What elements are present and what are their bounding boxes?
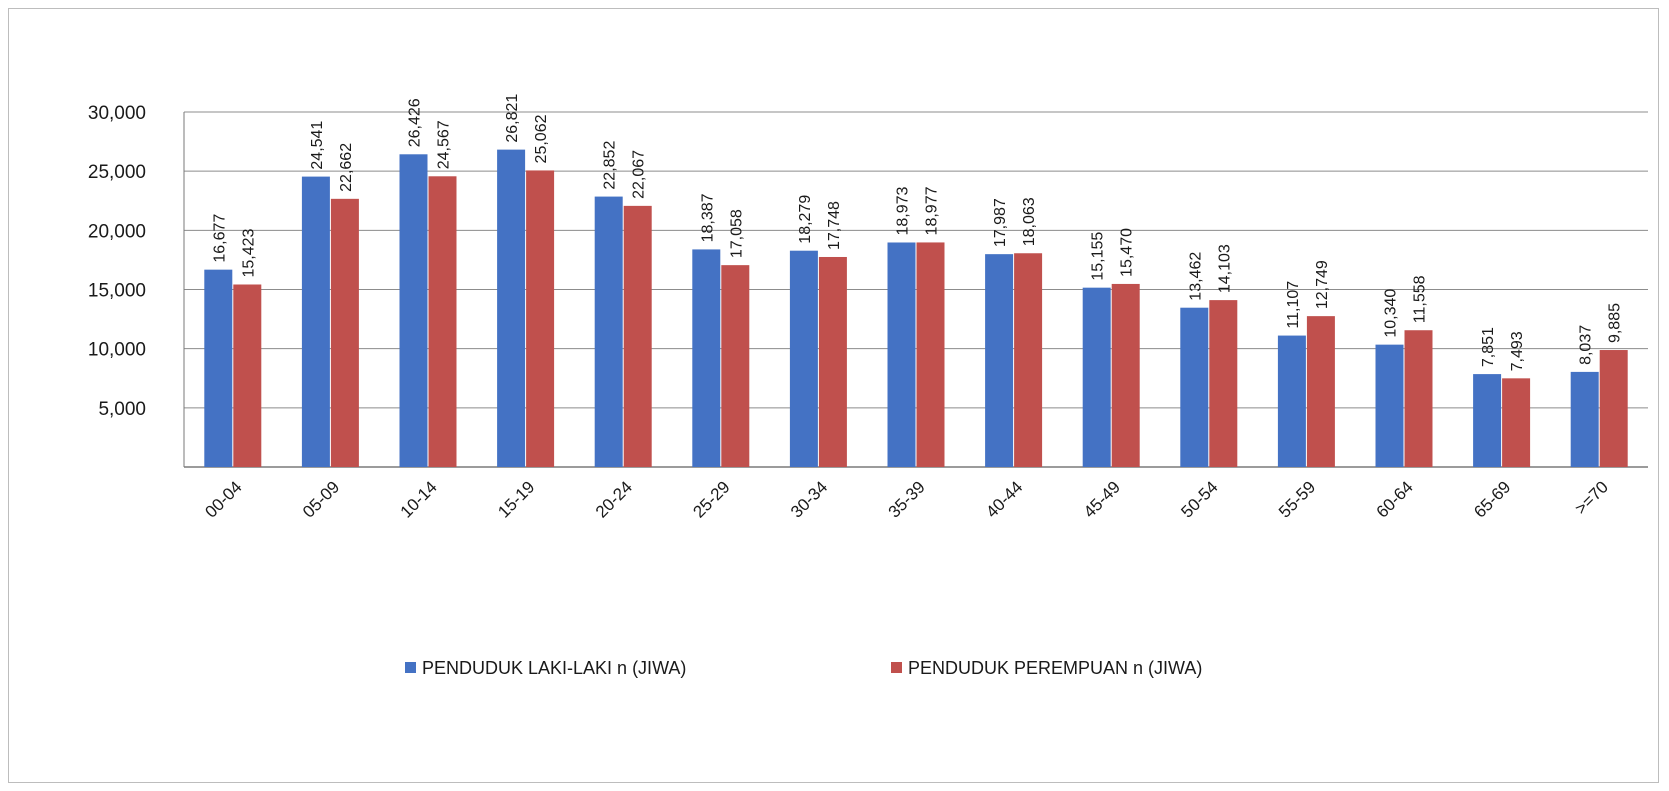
data-label-male: 18,973 [895,186,912,235]
bar-male [692,249,721,467]
bar-male [594,196,623,468]
data-label-female: 14,103 [1216,244,1233,293]
category-label: 20-24 [592,477,636,521]
bar-female [1014,253,1043,467]
category-label: 15-19 [494,477,538,521]
data-label-male: 8,037 [1578,325,1595,365]
legend-swatch-male [405,662,416,673]
legend: PENDUDUK LAKI-LAKI n (JIWA) PENDUDUK PER… [405,658,1202,678]
bar-female [428,176,457,467]
bar-male [301,176,330,468]
data-label-female: 15,423 [240,228,257,277]
bar-male [497,149,526,467]
category-label: 65-69 [1470,477,1514,521]
category-label: 35-39 [885,477,929,521]
bar-male [204,269,233,467]
y-tick-label: 30,000 [88,103,146,124]
bar-female [818,256,847,467]
bar-male [399,154,428,467]
data-label-male: 10,340 [1383,289,1400,338]
bar-female [233,284,262,467]
legend-swatch-female [891,662,902,673]
data-label-female: 18,977 [924,186,941,235]
bar-male [887,242,916,467]
data-label-female: 25,062 [533,114,550,163]
category-label: 50-54 [1177,477,1221,521]
data-label-female: 18,063 [1021,197,1038,246]
y-tick-label: 25,000 [88,162,146,183]
bar-male [789,250,818,467]
data-label-male: 11,107 [1285,281,1302,329]
data-label-female: 15,470 [1119,228,1136,277]
bar-female [1404,330,1433,467]
bar-female [1306,316,1335,467]
data-label-male: 13,462 [1187,252,1204,301]
data-label-female: 22,662 [338,143,355,192]
gridlines [183,111,1648,468]
data-label-male: 7,851 [1480,327,1497,367]
bar-female [526,170,555,468]
bar-male [1277,335,1306,467]
bar-female [1111,283,1140,467]
data-label-male: 26,821 [504,94,521,143]
data-label-male: 18,279 [797,195,814,244]
category-label: 55-59 [1275,477,1319,521]
bar-male [1180,307,1209,467]
bar-female [330,198,359,467]
data-label-female: 22,067 [631,150,648,199]
bar-female [1209,300,1238,467]
category-label: 00-04 [201,477,245,521]
bar-female [1502,378,1531,467]
data-label-male: 17,987 [992,198,1009,247]
x-axis-categories: 00-04 05-09 10-14 15-19 20-24 25-29 30-34 35-39… [201,477,1612,521]
y-tick-label: 10,000 [88,340,146,361]
data-label-female: 24,567 [436,120,453,169]
bars [204,149,1628,468]
bar-female [916,242,945,467]
category-label: 30-34 [787,477,831,521]
bar-female [1599,350,1628,467]
bar-male [985,254,1014,467]
category-label: >=70 [1571,477,1612,518]
data-label-male: 22,852 [602,141,619,190]
y-tick-label: 20,000 [88,221,146,242]
category-label: 05-09 [299,477,343,521]
data-label-female: 7,493 [1509,331,1526,371]
category-label: 10-14 [397,477,441,521]
category-label: 40-44 [982,477,1026,521]
data-label-male: 26,426 [407,98,424,147]
legend-label-female: PENDUDUK PEREMPUAN n (JIWA) [908,658,1202,678]
bar-male [1375,344,1404,467]
legend-label-male: PENDUDUK LAKI-LAKI n (JIWA) [422,658,686,678]
data-label-female: 17,058 [728,209,745,258]
y-tick-label: 15,000 [88,281,146,302]
bar-male [1473,374,1502,467]
data-label-male: 15,155 [1090,232,1107,281]
data-label-female: 17,748 [826,201,843,250]
bar-male [1082,287,1111,467]
data-label-female: 11,558 [1412,275,1429,323]
data-label-male: 18,387 [699,193,716,242]
data-label-male: 16,677 [211,214,228,263]
category-label: 60-64 [1373,477,1417,521]
bar-female [623,205,652,467]
data-labels: 16,677 15,423 24,541 22,662 26,426 24,567 26,8… [211,94,1623,372]
bar-female [721,265,750,467]
bar-male [1570,371,1599,467]
data-label-female: 9,885 [1607,303,1624,343]
category-label: 45-49 [1080,477,1124,521]
category-label: 25-29 [689,477,733,521]
data-label-male: 24,541 [309,121,326,170]
y-axis-ticks: 5,000 10,000 15,000 20,000 25,000 30,000 [88,103,146,420]
data-label-female: 12,749 [1314,260,1331,309]
y-tick-label: 5,000 [98,399,146,420]
